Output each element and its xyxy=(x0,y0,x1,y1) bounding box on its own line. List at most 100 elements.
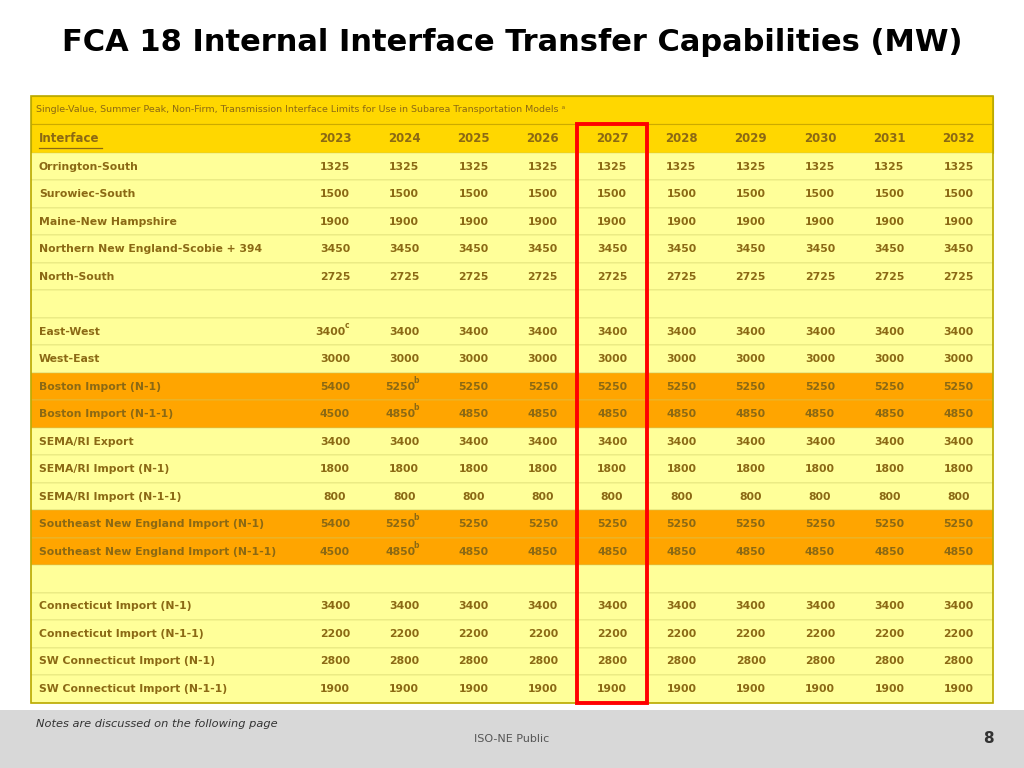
Text: 3400: 3400 xyxy=(597,326,628,336)
Text: 4850: 4850 xyxy=(527,547,558,557)
Text: 2725: 2725 xyxy=(319,272,350,282)
Text: 5400: 5400 xyxy=(319,382,350,392)
FancyBboxPatch shape xyxy=(31,263,993,290)
FancyBboxPatch shape xyxy=(31,208,993,235)
Text: 2200: 2200 xyxy=(459,629,488,639)
Text: Southeast New England Import (N-1): Southeast New England Import (N-1) xyxy=(39,519,264,529)
Text: 1800: 1800 xyxy=(805,464,835,474)
Text: 2200: 2200 xyxy=(943,629,974,639)
Text: 1900: 1900 xyxy=(319,684,350,694)
Text: b: b xyxy=(414,541,419,550)
Text: 3000: 3000 xyxy=(389,354,419,364)
Text: 3400: 3400 xyxy=(874,326,904,336)
Text: 2800: 2800 xyxy=(597,657,627,667)
Text: 3000: 3000 xyxy=(597,354,627,364)
Text: 3400: 3400 xyxy=(874,601,904,611)
Text: 5250: 5250 xyxy=(597,382,627,392)
Text: 1900: 1900 xyxy=(527,217,558,227)
Text: 4850: 4850 xyxy=(874,409,904,419)
FancyBboxPatch shape xyxy=(31,290,993,318)
Text: 3400: 3400 xyxy=(459,436,488,446)
Text: 2725: 2725 xyxy=(943,272,974,282)
Text: 1900: 1900 xyxy=(805,684,835,694)
Text: 3400: 3400 xyxy=(315,326,346,336)
Text: 800: 800 xyxy=(670,492,692,502)
Text: 5250: 5250 xyxy=(943,382,974,392)
Text: 3450: 3450 xyxy=(667,244,696,254)
Text: 3400: 3400 xyxy=(735,436,766,446)
FancyBboxPatch shape xyxy=(31,538,993,565)
FancyBboxPatch shape xyxy=(31,235,993,263)
Text: 1500: 1500 xyxy=(874,189,904,199)
Text: 2200: 2200 xyxy=(667,629,696,639)
FancyBboxPatch shape xyxy=(31,400,993,428)
Text: 1900: 1900 xyxy=(597,217,627,227)
Text: 2200: 2200 xyxy=(319,629,350,639)
Text: 1325: 1325 xyxy=(527,161,558,171)
Text: Single-Value, Summer Peak, Non-Firm, Transmission Interface Limits for Use in Su: Single-Value, Summer Peak, Non-Firm, Tra… xyxy=(36,105,565,114)
Text: Northern New England-Scobie + 394: Northern New England-Scobie + 394 xyxy=(39,244,262,254)
Text: 2024: 2024 xyxy=(388,132,421,144)
Text: 2800: 2800 xyxy=(805,657,836,667)
Text: 2725: 2725 xyxy=(459,272,488,282)
Text: 800: 800 xyxy=(531,492,554,502)
Text: 1500: 1500 xyxy=(735,189,766,199)
Text: 2725: 2725 xyxy=(805,272,836,282)
Text: 1900: 1900 xyxy=(944,684,974,694)
Text: 2725: 2725 xyxy=(527,272,558,282)
Text: 3000: 3000 xyxy=(874,354,904,364)
Text: 3000: 3000 xyxy=(805,354,836,364)
FancyBboxPatch shape xyxy=(31,372,993,400)
Text: 1900: 1900 xyxy=(527,684,558,694)
Text: 3400: 3400 xyxy=(667,436,696,446)
Text: 1900: 1900 xyxy=(735,684,766,694)
Text: 4850: 4850 xyxy=(597,547,627,557)
Text: 1500: 1500 xyxy=(944,189,974,199)
Text: 5250: 5250 xyxy=(805,519,836,529)
FancyBboxPatch shape xyxy=(31,593,993,621)
Text: 5250: 5250 xyxy=(385,519,415,529)
Text: East-West: East-West xyxy=(39,326,99,336)
Text: SW Connecticut Import (N-1): SW Connecticut Import (N-1) xyxy=(39,657,215,667)
Text: 1900: 1900 xyxy=(667,684,696,694)
Text: 3400: 3400 xyxy=(597,601,628,611)
Text: 800: 800 xyxy=(878,492,900,502)
Text: 2029: 2029 xyxy=(734,132,767,144)
Text: 4500: 4500 xyxy=(319,409,350,419)
Text: 5250: 5250 xyxy=(805,382,836,392)
Text: 3450: 3450 xyxy=(319,244,350,254)
FancyBboxPatch shape xyxy=(31,675,993,703)
Text: 2030: 2030 xyxy=(804,132,837,144)
Text: 3400: 3400 xyxy=(874,436,904,446)
Text: 2026: 2026 xyxy=(526,132,559,144)
Text: 5250: 5250 xyxy=(527,519,558,529)
FancyBboxPatch shape xyxy=(31,565,993,593)
Text: 4850: 4850 xyxy=(385,409,415,419)
Text: 3400: 3400 xyxy=(389,601,419,611)
FancyBboxPatch shape xyxy=(0,710,1024,768)
Text: 3400: 3400 xyxy=(527,436,558,446)
Text: 2025: 2025 xyxy=(457,132,489,144)
FancyBboxPatch shape xyxy=(31,124,993,153)
FancyBboxPatch shape xyxy=(31,180,993,208)
Text: 4850: 4850 xyxy=(735,409,766,419)
Text: 1325: 1325 xyxy=(805,161,836,171)
Text: 3000: 3000 xyxy=(943,354,974,364)
Text: 4850: 4850 xyxy=(667,547,696,557)
Text: 4500: 4500 xyxy=(319,547,350,557)
Text: 3000: 3000 xyxy=(667,354,696,364)
Text: 4850: 4850 xyxy=(874,547,904,557)
Text: Orrington-South: Orrington-South xyxy=(39,161,139,171)
Text: 3400: 3400 xyxy=(597,436,628,446)
Text: 2032: 2032 xyxy=(942,132,975,144)
Text: 1900: 1900 xyxy=(597,684,627,694)
Text: 2800: 2800 xyxy=(389,657,419,667)
Text: 2800: 2800 xyxy=(943,657,974,667)
Text: b: b xyxy=(414,403,419,412)
Text: 2200: 2200 xyxy=(597,629,628,639)
Text: 1325: 1325 xyxy=(319,161,350,171)
Text: 3450: 3450 xyxy=(805,244,836,254)
Text: 5250: 5250 xyxy=(667,382,696,392)
Text: 2800: 2800 xyxy=(874,657,904,667)
Text: 800: 800 xyxy=(601,492,624,502)
